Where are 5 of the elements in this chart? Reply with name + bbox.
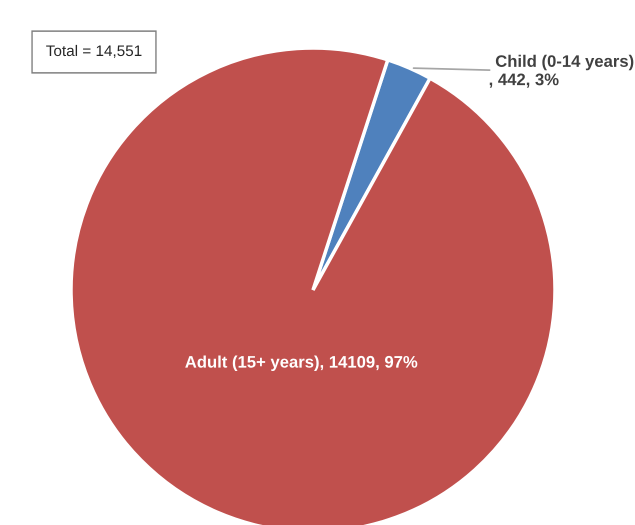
slice-label: Adult (15+ years) bbox=[185, 355, 319, 372]
slice-label: Child (0-14 years) bbox=[496, 54, 634, 70]
data-label: , 14109, 97% bbox=[320, 356, 418, 370]
text: Total = 14,551 bbox=[46, 44, 142, 58]
data-label: , 442, 3% bbox=[490, 74, 559, 88]
